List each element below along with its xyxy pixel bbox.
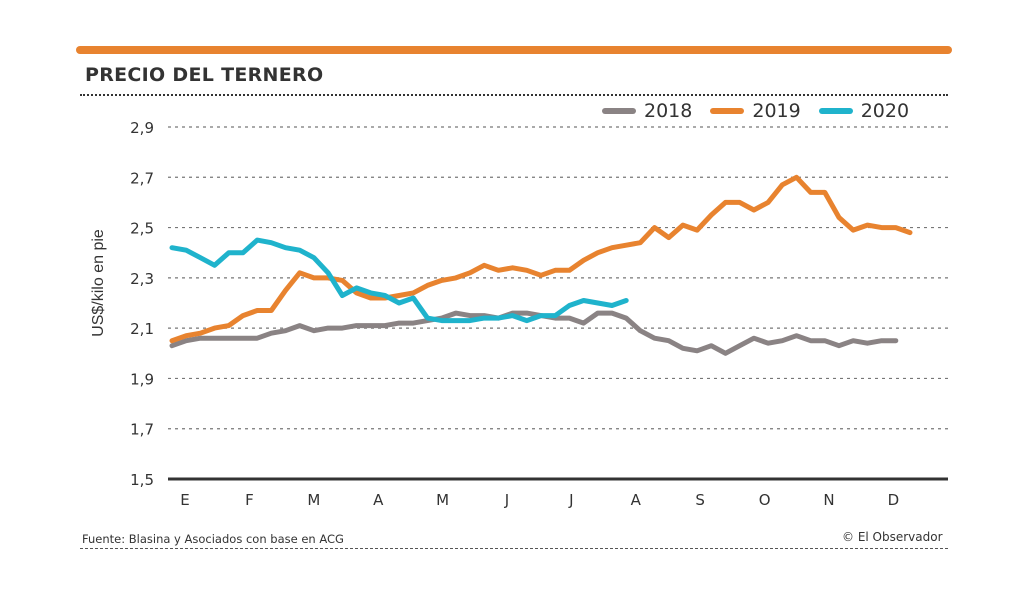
series-line-2020 [169, 237, 629, 324]
chart-title: PRECIO DEL TERNERO [85, 64, 324, 86]
y-tick-label: 2,1 [130, 320, 154, 338]
y-tick-label: 2,5 [130, 220, 154, 238]
legend-item-2020: 2020 [818, 100, 910, 122]
legend-item-2019: 2019 [710, 100, 801, 122]
x-tick-label: E [180, 491, 189, 509]
credit-note: © El Observador [842, 530, 943, 544]
series-line-2019 [169, 174, 913, 344]
x-tick-label: D [888, 491, 900, 509]
x-tick-label: S [695, 491, 705, 509]
legend-label: 2018 [644, 100, 693, 122]
x-tick-label: M [436, 491, 449, 509]
legend-item-2018: 2018 [602, 100, 692, 122]
legend-label: 2019 [752, 100, 801, 122]
y-tick-label: 2,9 [130, 119, 154, 137]
legend-label: 2020 [860, 100, 910, 122]
y-tick-label: 2,7 [130, 169, 154, 187]
x-tick-label: A [373, 491, 384, 509]
source-note: Fuente: Blasina y Asociados con base en … [82, 532, 344, 546]
title-divider [80, 94, 948, 96]
y-tick-label: 1,9 [130, 370, 154, 388]
y-tick-label: 2,3 [130, 270, 154, 288]
y-tick-label: 1,5 [130, 471, 154, 489]
x-tick-label: A [631, 491, 642, 509]
footer-divider [80, 548, 948, 549]
legend-swatch [602, 108, 636, 114]
y-tick-label: 1,7 [130, 421, 154, 439]
x-tick-label: O [759, 491, 771, 509]
legend-swatch [710, 108, 745, 114]
x-tick-label: M [307, 491, 320, 509]
y-axis-label: US$/kilo en pie [90, 229, 107, 337]
legend: 2018 2019 2020 [602, 98, 927, 124]
x-tick-label: J [504, 491, 509, 509]
x-tick-label: N [823, 491, 834, 509]
top-accent-bar [76, 46, 952, 54]
series-line-2018 [169, 310, 899, 356]
x-tick-label: F [245, 491, 254, 509]
legend-swatch [818, 108, 853, 114]
x-tick-label: J [568, 491, 573, 509]
